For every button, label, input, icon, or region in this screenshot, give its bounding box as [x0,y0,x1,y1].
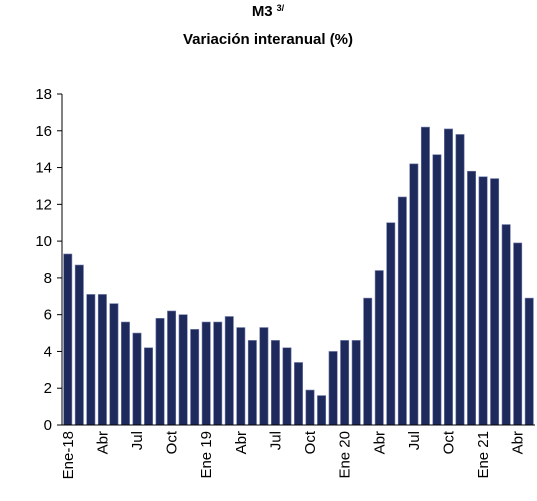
title-note: 3/ [277,3,285,13]
bar [409,163,419,426]
bar [305,389,315,426]
title-main: M3 [252,3,273,20]
bar [132,332,142,426]
bar [213,321,223,426]
x-tick-label: Abr [510,431,527,454]
bar [236,327,246,426]
bar [420,126,430,426]
x-tick-label: Abr [94,431,111,454]
x-tick-label: Jul [129,431,146,450]
y-tick-label: 6 [44,307,52,324]
x-tick-label: Ene 19 [198,431,215,479]
y-tick-label: 8 [44,270,52,287]
bar [294,362,303,426]
bar [167,310,177,426]
bar [432,154,442,426]
bar [144,347,153,426]
bar [224,316,234,426]
bar [501,224,511,426]
x-tick-label: Jul [406,431,423,450]
x-tick-label: Oct [440,430,457,454]
bar [190,329,200,426]
bar [247,340,257,426]
bar [490,178,500,426]
bar [386,222,396,426]
y-tick-label: 10 [35,233,52,250]
bar [201,321,211,426]
bar [444,128,453,426]
bar [524,297,534,426]
x-tick-label: Ene-18 [60,431,77,479]
x-tick-label: Jul [267,431,284,450]
x-tick-label: Abr [371,431,388,454]
y-tick-label: 0 [44,417,52,434]
bar [109,303,119,426]
bar [513,242,523,426]
bar [120,321,130,426]
bar [155,318,165,426]
bar [351,340,361,426]
bar [97,294,107,426]
y-tick-label: 12 [35,196,52,213]
bar [63,253,73,426]
y-tick-label: 2 [44,380,52,397]
bar [86,294,96,426]
bar [455,134,465,426]
x-tick-label: Oct [302,430,319,454]
bar [317,395,327,426]
bar [363,297,373,426]
y-tick-label: 14 [35,160,52,177]
bar [270,340,280,426]
bar [74,264,84,426]
bar [467,170,477,426]
chart-subtitle: Variación interanual (%) [183,31,353,48]
bar [328,351,338,426]
x-tick-label: Abr [233,431,250,454]
bar [340,340,350,426]
bar [397,196,407,426]
x-tick-label: Oct [164,430,181,454]
chart-title: M3 3/ [252,3,285,20]
bar [374,270,384,426]
bar [282,347,292,426]
y-tick-label: 4 [44,343,52,360]
x-tick-label: Ene 21 [475,431,492,479]
y-tick-label: 16 [35,123,52,140]
bar [478,176,488,426]
y-tick-label: 18 [35,86,52,103]
bar [178,314,188,426]
x-tick-label: Ene 20 [337,431,354,479]
bar [259,327,269,426]
